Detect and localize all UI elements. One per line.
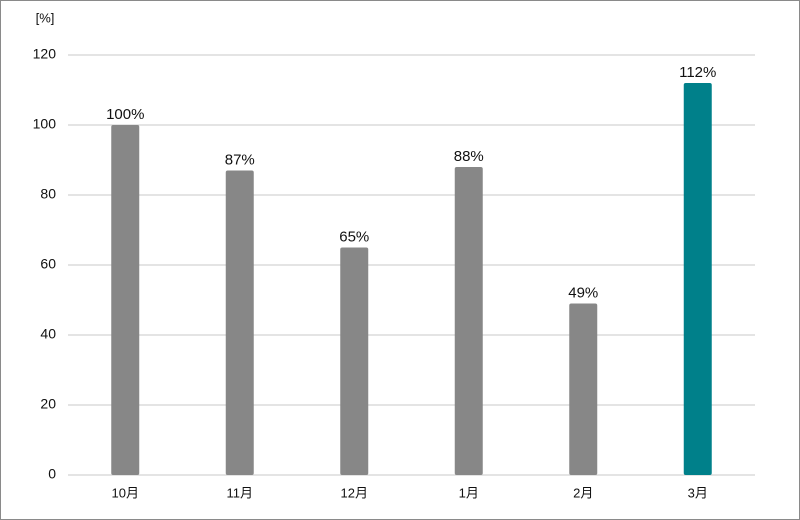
bar	[225, 170, 254, 475]
y-tick-label: 80	[40, 186, 56, 202]
bar	[340, 247, 369, 475]
bar	[111, 125, 140, 475]
y-tick-label: 100	[33, 116, 57, 132]
y-tick-label: 60	[40, 256, 56, 272]
y-tick-label: 0	[48, 466, 56, 482]
value-label: 112%	[679, 64, 716, 81]
x-tick-label: 10月	[112, 485, 139, 500]
value-label: 100%	[106, 106, 144, 123]
x-tick-label: 1月	[459, 485, 479, 500]
x-tick-label: 11月	[227, 485, 254, 500]
bar	[569, 303, 598, 475]
value-label: 65%	[339, 228, 369, 245]
y-tick-label: 40	[40, 326, 56, 342]
x-tick-label: 2月	[573, 485, 593, 500]
x-tick-label: 12月	[341, 485, 368, 500]
x-tick-label: 3月	[688, 485, 708, 500]
y-axis-label: [%]	[36, 10, 55, 25]
bar	[683, 83, 712, 475]
bar	[454, 167, 483, 475]
value-label: 49%	[568, 284, 598, 301]
y-tick-label: 20	[40, 396, 56, 412]
value-label: 88%	[454, 148, 484, 165]
y-tick-label: 120	[33, 46, 57, 62]
value-label: 87%	[225, 151, 255, 168]
